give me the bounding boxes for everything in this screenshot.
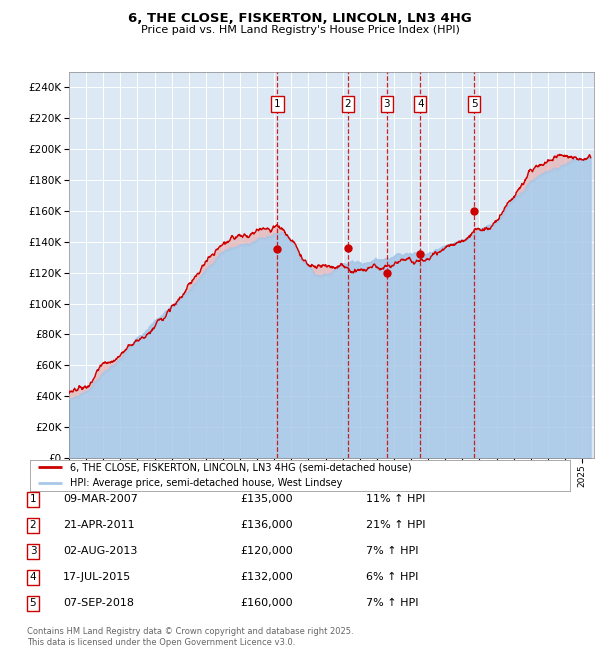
Text: 5: 5 — [471, 99, 478, 109]
Text: 1: 1 — [274, 99, 281, 109]
Text: £135,000: £135,000 — [240, 494, 293, 504]
Text: 17-JUL-2015: 17-JUL-2015 — [63, 572, 131, 582]
Text: 5: 5 — [29, 598, 37, 608]
Text: 4: 4 — [29, 572, 37, 582]
Text: £120,000: £120,000 — [240, 546, 293, 556]
Text: 2: 2 — [344, 99, 351, 109]
Text: 7% ↑ HPI: 7% ↑ HPI — [366, 546, 419, 556]
Text: £132,000: £132,000 — [240, 572, 293, 582]
Text: 3: 3 — [383, 99, 390, 109]
Text: 02-AUG-2013: 02-AUG-2013 — [63, 546, 137, 556]
Text: £136,000: £136,000 — [240, 520, 293, 530]
Text: 3: 3 — [29, 546, 37, 556]
Text: 09-MAR-2007: 09-MAR-2007 — [63, 494, 138, 504]
Text: 6, THE CLOSE, FISKERTON, LINCOLN, LN3 4HG: 6, THE CLOSE, FISKERTON, LINCOLN, LN3 4H… — [128, 12, 472, 25]
Text: 2: 2 — [29, 520, 37, 530]
Text: 11% ↑ HPI: 11% ↑ HPI — [366, 494, 425, 504]
Text: 21-APR-2011: 21-APR-2011 — [63, 520, 134, 530]
Text: 4: 4 — [417, 99, 424, 109]
Text: 6, THE CLOSE, FISKERTON, LINCOLN, LN3 4HG (semi-detached house): 6, THE CLOSE, FISKERTON, LINCOLN, LN3 4H… — [71, 462, 412, 473]
Text: 7% ↑ HPI: 7% ↑ HPI — [366, 598, 419, 608]
Text: £160,000: £160,000 — [240, 598, 293, 608]
Text: 07-SEP-2018: 07-SEP-2018 — [63, 598, 134, 608]
Text: Price paid vs. HM Land Registry's House Price Index (HPI): Price paid vs. HM Land Registry's House … — [140, 25, 460, 34]
Text: 6% ↑ HPI: 6% ↑ HPI — [366, 572, 418, 582]
Text: 1: 1 — [29, 494, 37, 504]
Text: HPI: Average price, semi-detached house, West Lindsey: HPI: Average price, semi-detached house,… — [71, 478, 343, 488]
Text: Contains HM Land Registry data © Crown copyright and database right 2025.
This d: Contains HM Land Registry data © Crown c… — [27, 627, 353, 647]
Text: 21% ↑ HPI: 21% ↑ HPI — [366, 520, 425, 530]
